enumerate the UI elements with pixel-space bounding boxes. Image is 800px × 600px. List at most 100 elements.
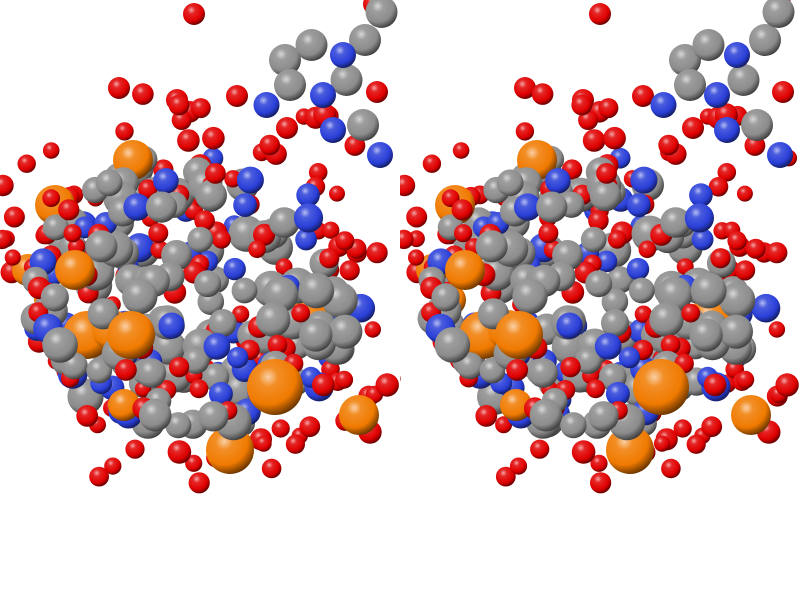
carbon-atom	[328, 314, 363, 349]
oxygen-atom	[104, 457, 122, 475]
oxygen-atom	[267, 334, 288, 355]
oxygen-atom	[775, 373, 799, 397]
carbon-atom	[165, 412, 192, 439]
oxygen-atom	[148, 223, 169, 244]
carbon-atom	[692, 29, 725, 61]
oxygen-atom	[231, 305, 250, 323]
oxygen-atom	[772, 81, 794, 103]
carbon-atom	[528, 358, 558, 388]
carbon-atom	[138, 398, 172, 432]
oxygen-atom	[335, 370, 354, 389]
carbon-atom	[749, 24, 781, 56]
nitrogen-atom	[514, 193, 542, 221]
oxygen-atom	[366, 81, 388, 103]
carbon-atom	[719, 282, 756, 319]
carbon-atom	[529, 398, 563, 432]
carbon-atom	[187, 226, 213, 253]
carbon-atom	[496, 169, 524, 197]
phosphorus-atom	[108, 389, 140, 421]
oxygen-atom	[167, 440, 192, 464]
oxygen-atom	[717, 163, 737, 182]
carbon-atom	[269, 44, 301, 76]
nitrogen-atom	[203, 333, 231, 360]
carbon-atom	[727, 64, 760, 96]
oxygen-atom	[509, 457, 528, 475]
oxygen-atom	[571, 94, 593, 116]
oxygen-atom	[673, 419, 692, 438]
oxygen-atom	[451, 199, 473, 221]
oxygen-atom	[253, 223, 276, 246]
oxygen-atom	[0, 229, 12, 250]
nitrogen-atom	[545, 168, 571, 194]
carbon-atom	[690, 272, 727, 309]
oxygen-atom	[212, 230, 231, 249]
carbon-atom	[195, 179, 227, 212]
carbon-atom	[601, 288, 629, 316]
nitrogen-atom	[320, 117, 346, 143]
nitrogen-atom	[630, 166, 658, 194]
phosphorus-atom	[247, 359, 303, 415]
oxygen-atom	[115, 122, 134, 141]
carbon-atom	[512, 278, 548, 315]
nitrogen-atom	[626, 257, 650, 281]
oxygen-atom	[531, 83, 554, 105]
oxygen-atom	[589, 3, 611, 25]
carbon-atom	[85, 230, 118, 263]
oxygen-atom	[514, 77, 536, 99]
nitrogen-atom	[233, 193, 257, 218]
oxygen-atom	[125, 439, 145, 459]
oxygen-atom	[339, 260, 360, 281]
oxygen-atom	[76, 405, 99, 427]
oxygen-atom	[63, 224, 82, 243]
phosphorus-atom	[55, 250, 95, 290]
oxygen-atom	[660, 334, 681, 355]
oxygen-atom	[0, 174, 14, 197]
oxygen-atom	[634, 305, 653, 323]
oxygen-atom	[132, 83, 154, 105]
oxygen-atom	[586, 379, 605, 399]
oxygen-atom	[42, 189, 61, 208]
oxygen-atom	[364, 321, 381, 338]
oxygen-atom	[400, 375, 401, 382]
nitrogen-atom	[724, 42, 750, 68]
oxygen-atom	[766, 242, 788, 264]
stereo-view-right[interactable]	[400, 0, 800, 600]
oxygen-atom	[17, 154, 36, 173]
oxygen-atom	[653, 435, 671, 452]
nitrogen-atom	[158, 312, 185, 339]
oxygen-atom	[710, 248, 731, 269]
carbon-atom	[136, 358, 167, 388]
oxygen-atom	[452, 142, 470, 159]
molecule-render-left	[0, 0, 399, 494]
phosphorus-atom	[107, 311, 155, 359]
carbon-atom	[42, 327, 78, 363]
oxygen-atom	[194, 210, 215, 231]
carbon-atom	[585, 270, 613, 298]
oxygen-atom	[335, 231, 355, 251]
carbon-atom	[295, 29, 328, 61]
nitrogen-atom	[310, 82, 336, 108]
oxygen-atom	[322, 221, 340, 239]
nitrogen-atom	[223, 257, 246, 281]
carbon-atom	[560, 412, 587, 439]
oxygen-atom	[312, 373, 335, 397]
carbon-atom	[299, 318, 333, 352]
carbon-atom	[718, 314, 753, 349]
nitrogen-atom	[684, 203, 714, 233]
oxygen-atom	[582, 129, 606, 152]
oxygen-atom	[271, 419, 290, 438]
oxygen-atom	[177, 129, 200, 152]
carbon-atom	[434, 327, 471, 363]
oxygen-atom	[188, 472, 210, 494]
stereo-view-left[interactable]	[0, 0, 400, 600]
carbon-atom	[660, 207, 691, 238]
nitrogen-atom	[650, 92, 677, 118]
oxygen-atom	[58, 199, 80, 221]
oxygen-atom	[329, 185, 345, 202]
carbon-atom	[40, 283, 69, 312]
phosphorus-atom	[731, 395, 771, 435]
oxygen-atom	[400, 229, 414, 250]
nitrogen-atom	[293, 203, 324, 233]
oxygen-atom	[248, 240, 266, 259]
